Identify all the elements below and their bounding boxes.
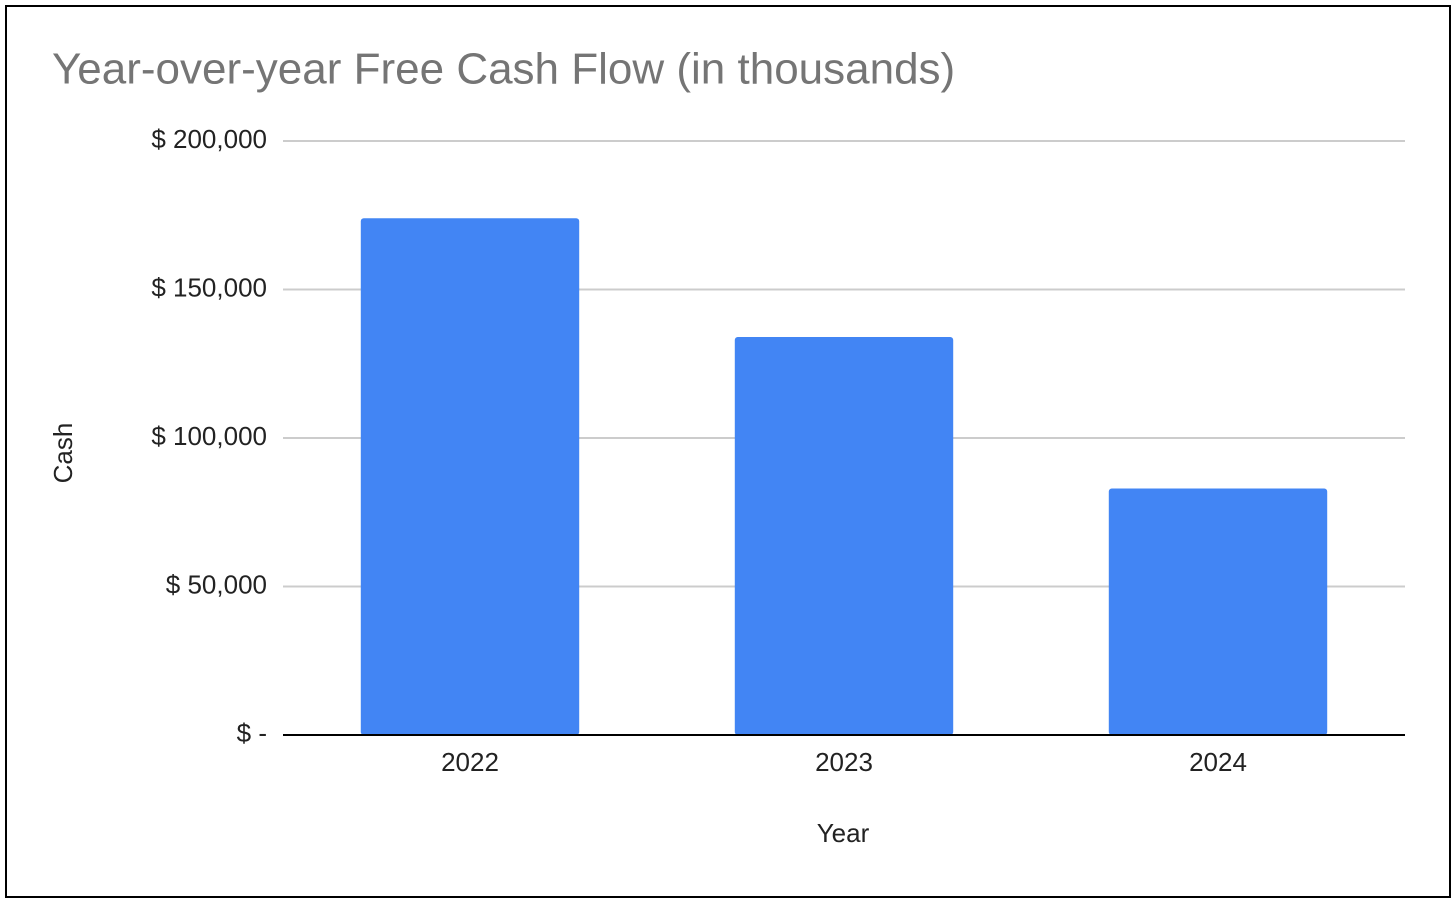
y-tick-label: $ 50,000 <box>166 569 267 599</box>
bar <box>1108 488 1328 735</box>
x-tick-label: 2023 <box>815 747 873 777</box>
chart-title: Year-over-year Free Cash Flow (in thousa… <box>52 45 955 94</box>
y-tick-label: $ 150,000 <box>151 272 267 302</box>
bar <box>734 337 954 735</box>
y-axis-label: Cash <box>48 423 78 484</box>
y-tick-label: $ 200,000 <box>151 124 267 154</box>
chart-border <box>5 5 1451 898</box>
x-axis-label: Year <box>817 818 870 848</box>
x-tick-label: 2024 <box>1189 747 1247 777</box>
y-tick-label: $ - <box>237 718 267 748</box>
bar <box>360 218 580 736</box>
x-tick-label: 2022 <box>441 747 499 777</box>
y-tick-label: $ 100,000 <box>151 421 267 451</box>
